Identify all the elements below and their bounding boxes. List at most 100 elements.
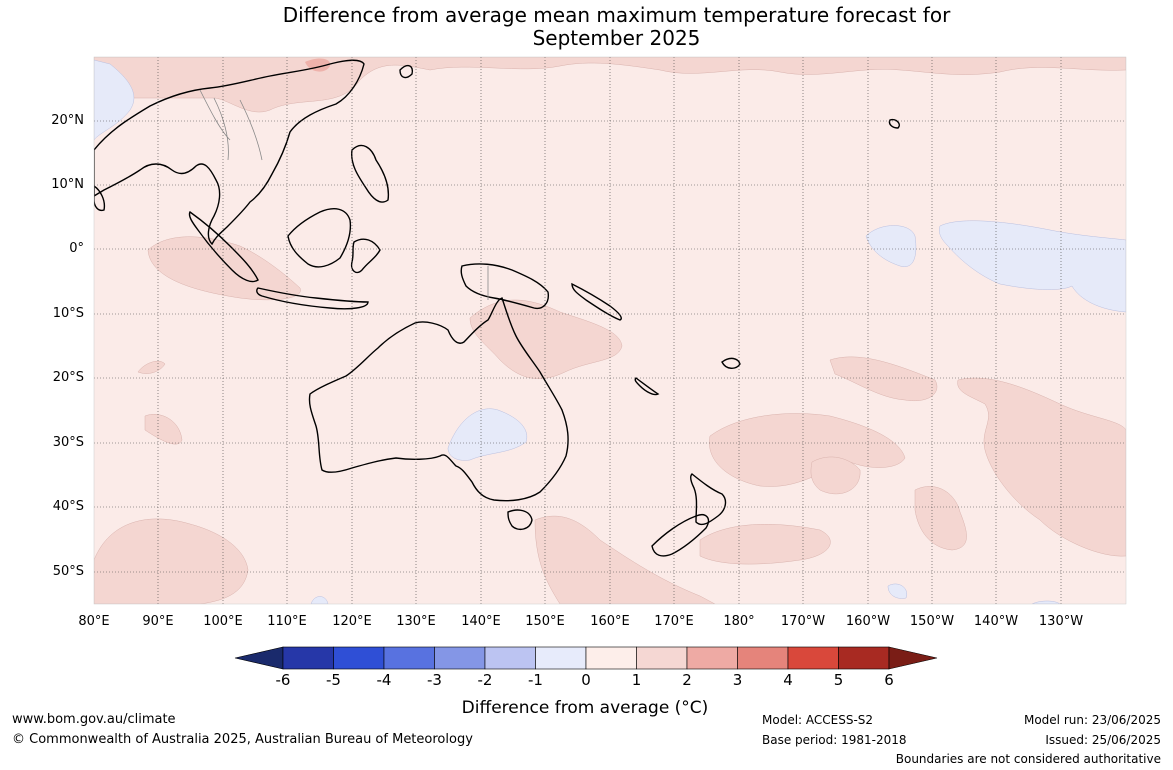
colorbar-segment (737, 646, 789, 670)
map-title: Difference from average mean maximum tem… (0, 4, 1173, 50)
anomaly-warm-small-3 (137, 361, 166, 374)
longitude-label: 140°E (461, 614, 501, 629)
longitude-label: 90°E (142, 614, 174, 629)
longitude-label: 140°W (973, 614, 1019, 629)
footer-model-run: Model run: 23/06/2025 (1023, 713, 1161, 727)
colorbar-tick-label: -4 (376, 671, 392, 689)
anomaly-cool-equatorial-pacific-2 (939, 220, 1126, 313)
longitude-label: 150°E (525, 614, 565, 629)
colorbar-tick-label: -5 (326, 671, 341, 689)
footer-copyright: © Commonwealth of Australia 2025, Austra… (12, 732, 473, 747)
longitude-label: 100°E (203, 614, 243, 629)
longitude-label: 160°W (845, 614, 891, 629)
anomaly-warm-tasman (709, 413, 906, 487)
anomaly-cool-equatorial-pacific-1 (865, 225, 917, 267)
map-frame (93, 56, 1127, 605)
java-coastline (256, 287, 369, 310)
longitude-label: 120°E (332, 614, 372, 629)
colorbar-segment (585, 646, 637, 670)
hawaii-coastline (888, 118, 900, 129)
graticule (94, 57, 1126, 604)
footer-disclaimer: Boundaries are not considered authoritat… (895, 752, 1161, 766)
indochina-borders (199, 89, 263, 161)
colorbar-segment (535, 646, 587, 670)
colorbar-tick-label: 6 (884, 671, 894, 689)
longitude-label: 170°W (780, 614, 826, 629)
longitude-label: 150°W (909, 614, 955, 629)
colorbar-segment (282, 646, 334, 670)
new-caledonia-coastline (634, 377, 660, 396)
anomaly-cool-india (94, 59, 135, 141)
latitude-label: 20°N (51, 113, 84, 128)
colorbar-tick-label: 0 (581, 671, 591, 689)
colorbar-tick-label: 2 (682, 671, 692, 689)
latitude-label: 0° (69, 241, 84, 256)
colorbar-tick-label: -6 (275, 671, 291, 689)
colorbar-segment (838, 646, 890, 670)
colorbar-tick-label: -3 (427, 671, 442, 689)
colorbar-tick-label: 1 (631, 671, 642, 689)
colorbar-segment (333, 646, 385, 670)
japan-coastline (399, 64, 414, 79)
longitude-label: 110°E (267, 614, 307, 629)
colorbar-arrow-low (234, 646, 284, 670)
sulawesi-coastline (350, 238, 381, 274)
colorbar-segment (686, 646, 738, 670)
fiji-coastline (721, 357, 741, 369)
footer-model: Model: ACCESS-S2 (762, 713, 874, 727)
anomaly-warm-coral-sea (469, 299, 623, 379)
longitude-label: 130°W (1038, 614, 1084, 629)
colorbar-tick-label: 3 (732, 671, 743, 689)
footer-issued: Issued: 25/06/2025 (1045, 733, 1161, 747)
colorbar-segment (484, 646, 536, 670)
colorbar-tick-label: 4 (783, 671, 793, 689)
colorbar-segment (383, 646, 435, 670)
colorbar-segment (434, 646, 486, 670)
anomaly-warm-south-pacific-3 (914, 486, 967, 551)
latitude-label: 10°S (52, 306, 84, 321)
latitude-label: 10°N (51, 177, 84, 192)
anomaly-warm-small-1 (144, 414, 183, 445)
colorbar-tick-label: 5 (833, 671, 844, 689)
footer-base-period: Base period: 1981-2018 (762, 733, 907, 747)
title-line-1: Difference from average mean maximum tem… (282, 3, 951, 27)
colorbar-tick-label: -2 (477, 671, 493, 689)
anomaly-warm-south-pacific-2 (957, 377, 1126, 557)
colorbar-label: Difference from average (°C) (461, 698, 709, 718)
political-borders (199, 89, 489, 300)
colorbar-tick-label: -1 (528, 671, 543, 689)
longitude-label: 170°E (654, 614, 694, 629)
se-asia-coastline (94, 59, 365, 246)
anomaly-cool-central-australia (447, 408, 528, 461)
coastlines (94, 59, 900, 557)
longitude-label: 80°E (78, 614, 110, 629)
anomaly-warm-subantarctic-east (699, 524, 831, 565)
longitude-label: 160°E (590, 614, 630, 629)
nz-north-island-coastline (689, 473, 727, 526)
new-guinea-coastline (460, 263, 549, 310)
footer-website: www.bom.gov.au/climate (12, 712, 176, 727)
anomaly-warm-small-2 (810, 456, 861, 495)
title-line-2: September 2025 (532, 26, 701, 50)
nz-south-island-coastline (651, 514, 710, 557)
anomaly-warm-south-pacific-1 (829, 356, 938, 402)
anomaly-warm-southwest (94, 518, 249, 604)
borneo-coastline (287, 208, 352, 268)
longitude-label: 180° (723, 614, 755, 629)
sri-lanka-coastline (94, 185, 106, 212)
colorbar-segment (636, 646, 688, 670)
colorbar-segment (787, 646, 839, 670)
longitude-label: 130°E (396, 614, 436, 629)
colorbar-arrow-high (888, 646, 938, 670)
australia-coastline (308, 297, 569, 502)
anomaly-shading (94, 57, 1126, 604)
latitude-label: 50°S (52, 564, 84, 579)
philippines-coastline (351, 144, 390, 203)
tasmania-coastline (507, 509, 533, 531)
latitude-label: 30°S (52, 435, 84, 450)
anomaly-warm-subantarctic-nz (534, 515, 716, 604)
solomon-islands-coastline (571, 282, 622, 321)
anomaly-warm-indian-ocean (147, 236, 301, 301)
sumatra-coastline (188, 210, 259, 283)
